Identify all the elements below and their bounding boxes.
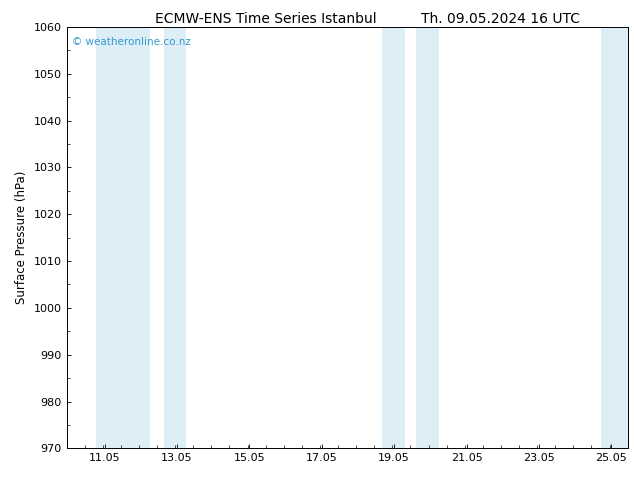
Bar	[96, 27, 150, 448]
Bar	[600, 27, 628, 448]
Bar	[382, 27, 405, 448]
Text: ECMW-ENS Time Series Istanbul: ECMW-ENS Time Series Istanbul	[155, 12, 377, 26]
Text: Th. 09.05.2024 16 UTC: Th. 09.05.2024 16 UTC	[422, 12, 580, 26]
Y-axis label: Surface Pressure (hPa): Surface Pressure (hPa)	[15, 171, 28, 304]
Text: © weatheronline.co.nz: © weatheronline.co.nz	[72, 38, 191, 48]
Bar	[164, 27, 186, 448]
Bar	[416, 27, 439, 448]
